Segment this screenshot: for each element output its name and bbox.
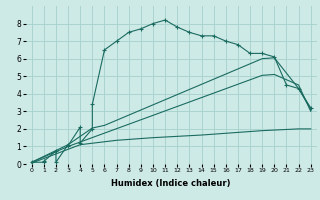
- X-axis label: Humidex (Indice chaleur): Humidex (Indice chaleur): [111, 179, 231, 188]
